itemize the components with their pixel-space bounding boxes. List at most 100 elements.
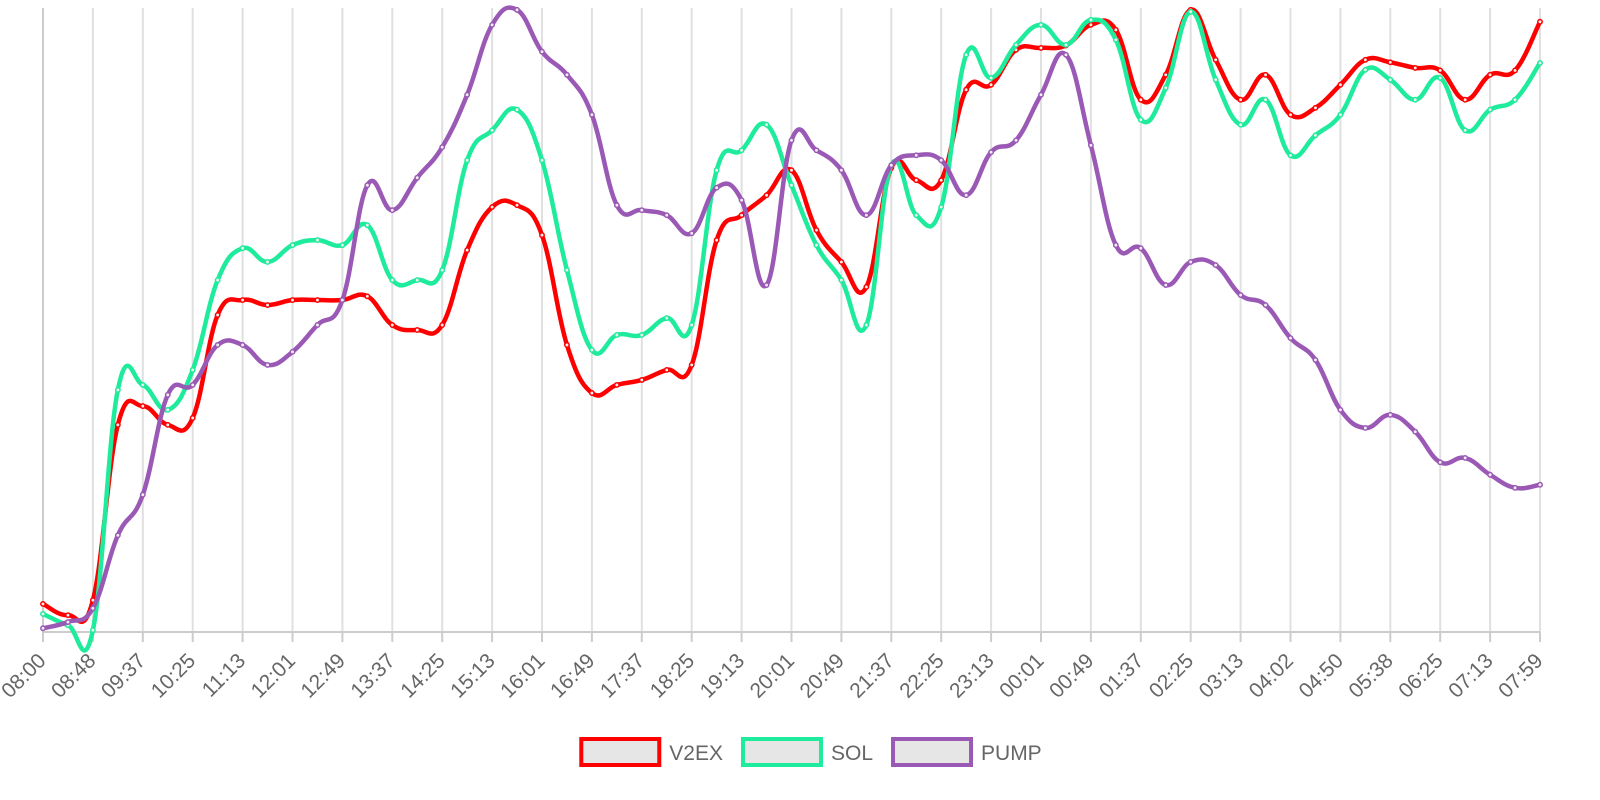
data-point bbox=[1487, 106, 1494, 113]
legend-swatch bbox=[740, 737, 823, 767]
data-point bbox=[414, 327, 421, 333]
data-point bbox=[1063, 41, 1069, 48]
x-tick-label: 16:01 bbox=[496, 649, 549, 702]
data-point bbox=[613, 332, 620, 338]
x-tick-label: 22:25 bbox=[895, 649, 948, 702]
data-point bbox=[489, 21, 496, 28]
legend-item: V2EX bbox=[579, 737, 723, 767]
data-point bbox=[489, 127, 496, 134]
x-tick-label: 06:25 bbox=[1394, 649, 1447, 702]
x-tick-label: 17:37 bbox=[596, 649, 649, 702]
data-point bbox=[863, 212, 870, 219]
data-point bbox=[1437, 74, 1444, 81]
data-point bbox=[514, 106, 520, 113]
x-tick-label: 08:00 bbox=[0, 649, 51, 702]
data-point bbox=[1287, 111, 1294, 118]
data-point bbox=[1013, 41, 1019, 48]
data-point bbox=[189, 381, 196, 388]
data-point bbox=[439, 322, 446, 328]
x-tick-label: 23:13 bbox=[945, 649, 998, 702]
data-point bbox=[414, 174, 421, 181]
data-point bbox=[40, 625, 46, 632]
x-tick-label: 19:13 bbox=[696, 649, 749, 702]
data-point bbox=[1162, 282, 1169, 289]
legend-label: V2EX bbox=[669, 742, 723, 765]
x-tick-label: 04:50 bbox=[1295, 649, 1348, 702]
data-point bbox=[514, 6, 520, 13]
data-point bbox=[813, 227, 820, 234]
data-point bbox=[1162, 71, 1169, 78]
data-point bbox=[1187, 259, 1194, 265]
x-tick-label: 03:13 bbox=[1195, 649, 1248, 702]
data-point bbox=[1237, 121, 1244, 128]
data-point bbox=[738, 147, 745, 154]
data-point bbox=[1212, 262, 1219, 269]
data-point bbox=[89, 605, 96, 612]
x-tick-label: 00:49 bbox=[1045, 649, 1098, 702]
data-point bbox=[564, 71, 570, 78]
x-tick-label: 00:01 bbox=[995, 649, 1048, 702]
x-tick-label: 12:01 bbox=[247, 649, 300, 702]
data-point bbox=[1162, 84, 1169, 91]
data-point bbox=[1462, 127, 1469, 134]
data-point bbox=[1038, 91, 1044, 98]
x-tick-label: 11:13 bbox=[198, 649, 250, 701]
data-point bbox=[763, 121, 770, 128]
data-point bbox=[1287, 152, 1294, 159]
data-point bbox=[1337, 406, 1344, 413]
data-point bbox=[514, 202, 520, 209]
data-point bbox=[1112, 26, 1119, 33]
data-point bbox=[913, 177, 920, 184]
data-point bbox=[1462, 454, 1469, 461]
data-point bbox=[1137, 245, 1144, 252]
x-tick-label: 20:49 bbox=[796, 649, 849, 702]
x-tick-label: 16:49 bbox=[546, 649, 599, 702]
data-point bbox=[139, 381, 146, 388]
legend: V2EX SOL PUMP bbox=[579, 737, 1042, 767]
grid bbox=[42, 8, 1541, 642]
data-point bbox=[713, 184, 720, 191]
data-point bbox=[1512, 96, 1519, 103]
data-point bbox=[1362, 425, 1369, 431]
data-point bbox=[314, 322, 321, 328]
x-tick-label: 20:01 bbox=[746, 649, 799, 702]
data-point bbox=[1087, 16, 1094, 23]
data-point bbox=[1412, 96, 1419, 103]
data-point bbox=[1512, 67, 1519, 74]
data-point bbox=[663, 315, 670, 322]
data-point bbox=[663, 212, 670, 219]
data-point bbox=[339, 297, 346, 303]
data-point bbox=[813, 147, 820, 154]
data-point bbox=[189, 366, 196, 373]
data-point bbox=[1187, 8, 1194, 15]
data-point bbox=[564, 267, 570, 274]
data-point bbox=[214, 342, 221, 348]
data-point bbox=[264, 259, 271, 265]
data-point bbox=[1262, 71, 1269, 78]
data-point bbox=[638, 207, 645, 214]
data-point bbox=[314, 297, 321, 303]
data-point bbox=[988, 74, 995, 81]
data-point bbox=[40, 610, 46, 617]
data-point bbox=[539, 232, 545, 239]
data-point bbox=[1262, 96, 1269, 103]
data-point bbox=[913, 212, 920, 219]
x-tick-label: 01:37 bbox=[1095, 649, 1148, 702]
data-point bbox=[963, 192, 970, 199]
data-point bbox=[1437, 459, 1444, 466]
data-point bbox=[1387, 411, 1394, 418]
data-point bbox=[1387, 76, 1394, 83]
data-point bbox=[1212, 76, 1219, 83]
data-point bbox=[813, 242, 820, 249]
data-point bbox=[1237, 292, 1244, 298]
data-point bbox=[239, 297, 246, 303]
data-point bbox=[89, 627, 96, 634]
data-point bbox=[838, 277, 845, 284]
data-point bbox=[663, 366, 670, 373]
data-point bbox=[164, 421, 171, 428]
x-tick-label: 07:59 bbox=[1494, 649, 1547, 702]
data-point bbox=[364, 182, 371, 189]
data-point bbox=[164, 391, 171, 398]
data-point bbox=[1537, 59, 1543, 66]
data-point bbox=[539, 157, 545, 164]
